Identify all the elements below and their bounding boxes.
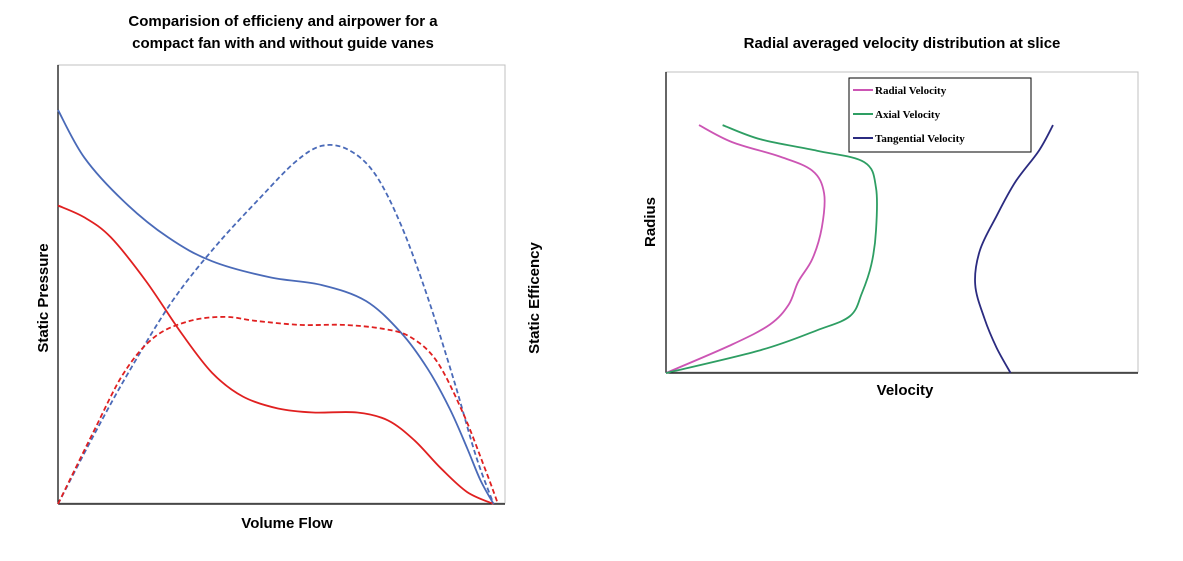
left-chart-frame bbox=[57, 64, 506, 504]
series-line-tangential-velocity bbox=[974, 124, 1054, 374]
series-line-pressure-without-guide-vanes bbox=[57, 204, 494, 505]
left-chart-y-axis-label-left: Static Pressure bbox=[35, 243, 52, 352]
right-chart-y-axis-label: Radius bbox=[642, 197, 659, 247]
legend-label-axial: Axial Velocity bbox=[875, 109, 941, 121]
left-chart-title-line-1: Comparision of efficieny and airpower fo… bbox=[128, 13, 438, 30]
left-chart-series-group bbox=[57, 109, 499, 505]
right-chart-title: Radial averaged velocity distribution at… bbox=[744, 35, 1061, 52]
legend-box bbox=[848, 77, 1032, 153]
series-line-pressure-with-guide-vanes bbox=[57, 109, 495, 505]
legend-label-tangential: Tangential Velocity bbox=[875, 133, 965, 145]
left-chart: Comparision of efficieny and airpower fo… bbox=[35, 13, 543, 532]
series-line-radial-velocity bbox=[665, 124, 826, 374]
left-chart-title-line-2: compact fan with and without guide vanes bbox=[132, 35, 434, 52]
left-chart-x-axis-label: Volume Flow bbox=[241, 515, 333, 532]
series-line-axial-velocity bbox=[665, 124, 878, 374]
right-chart-series-group bbox=[665, 124, 1054, 374]
right-chart-x-axis-label: Velocity bbox=[877, 382, 934, 399]
series-line-efficiency-with-guide-vanes bbox=[57, 144, 495, 505]
legend-label-radial: Radial Velocity bbox=[875, 85, 947, 97]
series-line-efficiency-without-guide-vanes bbox=[57, 315, 499, 505]
left-chart-y-axis-label-right: Static Efficency bbox=[526, 241, 543, 353]
right-chart-legend: Radial Velocity Axial Velocity Tangentia… bbox=[848, 77, 1032, 153]
right-chart: Radial averaged velocity distribution at… bbox=[642, 35, 1139, 399]
